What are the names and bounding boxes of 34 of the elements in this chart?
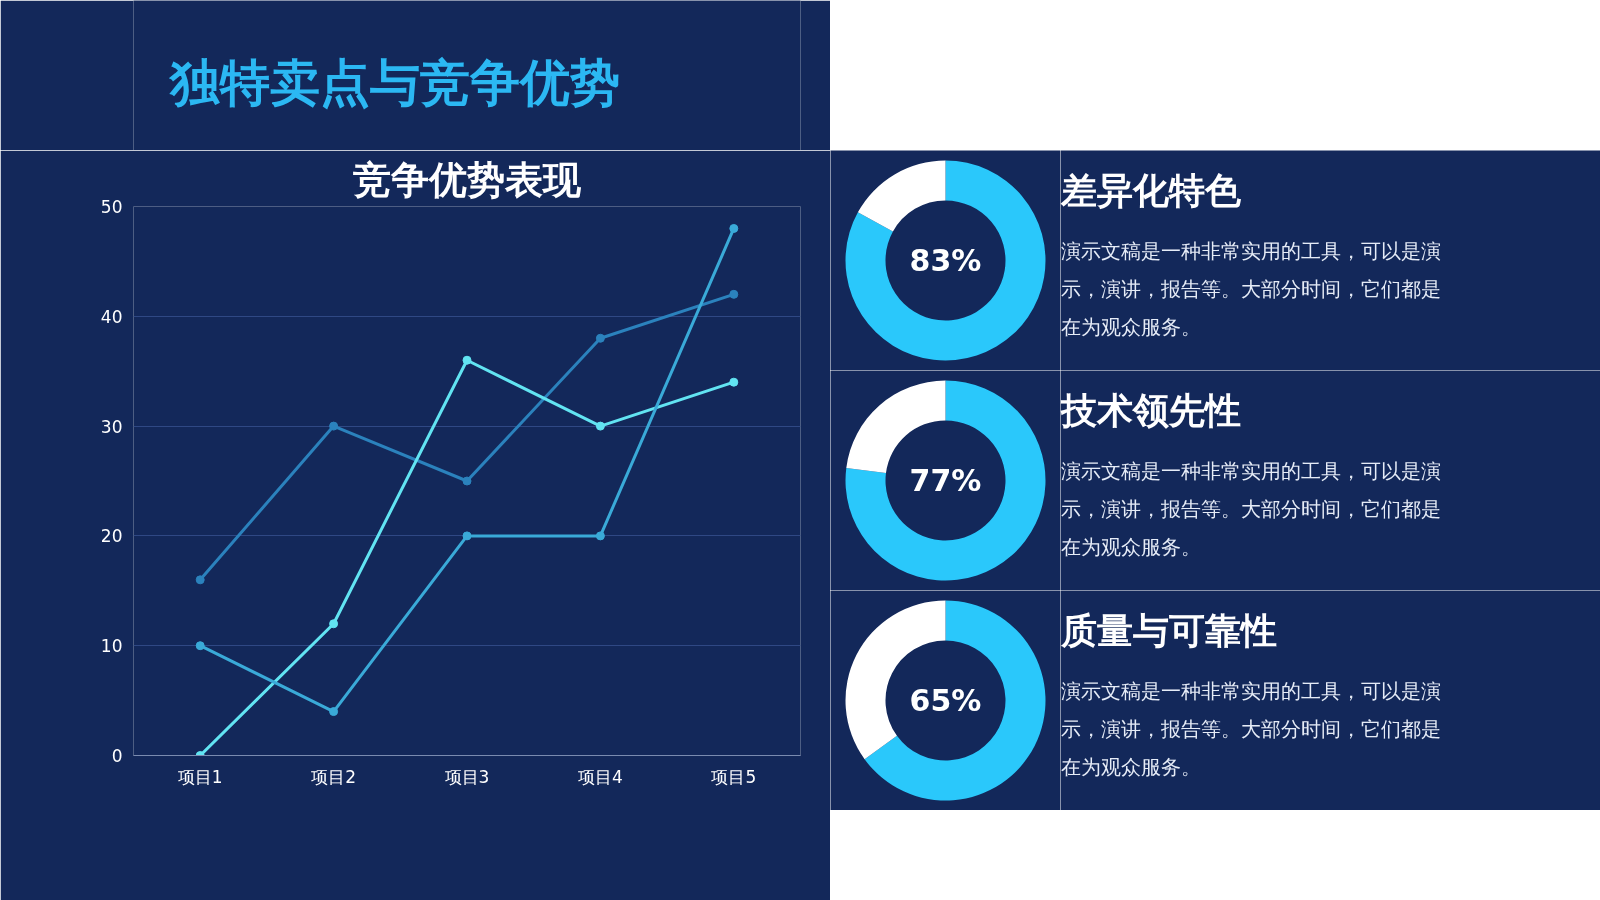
text: 演示文稿是一种非常实用的工具，可以是演示，演讲，报告等。大部分时间，它们都是在为观众服务。 <box>1060 238 1441 339</box>
y-tick-label: 0 <box>111 746 123 766</box>
point <box>595 333 605 343</box>
text: 演示文稿是一种非常实用的工具，可以是演示，演讲，报告等。大部分时间，它们都是在为观众服务。 <box>1060 678 1441 779</box>
text: 质量与可靠性 <box>1059 610 1277 651</box>
data-label: 83% <box>909 243 982 278</box>
point <box>329 421 339 431</box>
x-tick-label: 项目1 <box>177 766 223 787</box>
data-label: 65% <box>909 683 982 718</box>
point <box>462 476 472 486</box>
text: 演示文稿是一种非常实用的工具，可以是演示，演讲，报告等。大部分时间，它们都是在为观众服务。 <box>1060 458 1441 559</box>
point <box>195 575 205 585</box>
y-tick-label: 20 <box>100 526 123 547</box>
x-tick-label: 项目5 <box>711 766 757 787</box>
point <box>595 531 605 541</box>
point <box>329 707 339 717</box>
point <box>462 355 472 365</box>
chart-title: 竞争优势表现 <box>353 157 582 202</box>
point <box>729 223 739 233</box>
point <box>462 531 472 541</box>
point <box>195 641 205 651</box>
data-label: 77% <box>909 463 982 498</box>
x-tick-label: 项目3 <box>444 766 490 787</box>
y-tick-label: 30 <box>100 416 123 437</box>
x-tick-label: 项目2 <box>311 766 357 787</box>
point <box>729 289 739 299</box>
x-tick-label: 项目4 <box>577 766 623 787</box>
point <box>595 421 605 431</box>
point <box>729 377 739 387</box>
y-tick-label: 50 <box>100 197 123 217</box>
point <box>329 619 339 629</box>
y-tick-label: 40 <box>100 306 123 327</box>
y-tick-label: 10 <box>100 636 123 657</box>
text: 独特卖点与竞争优势 <box>168 54 621 112</box>
